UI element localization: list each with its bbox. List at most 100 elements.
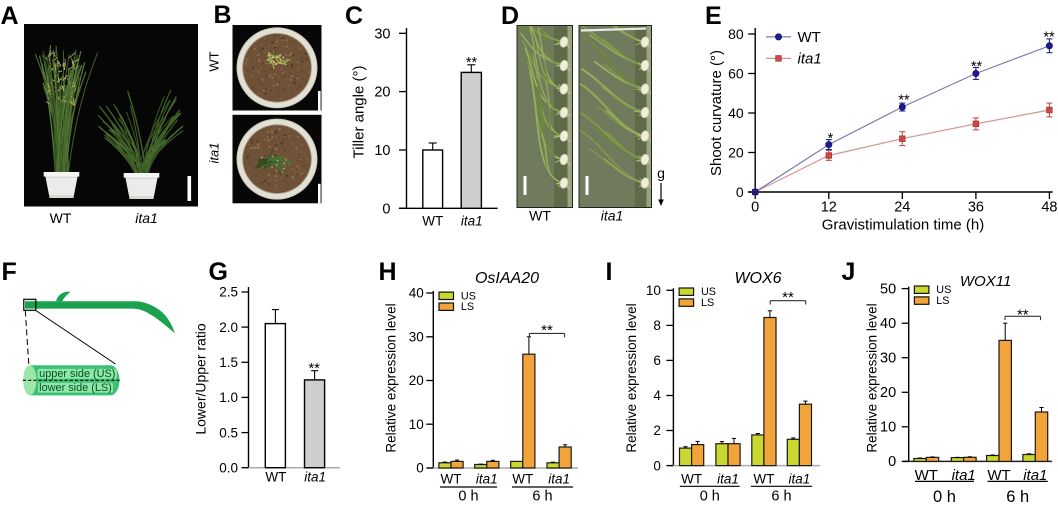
svg-text:0: 0 (736, 184, 744, 200)
svg-text:E: E (705, 2, 722, 30)
svg-text:WT: WT (753, 472, 774, 487)
svg-text:WT: WT (422, 214, 443, 229)
svg-text:WT: WT (529, 208, 551, 224)
svg-text:WT: WT (681, 472, 702, 487)
svg-text:LS: LS (701, 297, 714, 309)
svg-text:OsIAA20: OsIAA20 (475, 270, 539, 287)
svg-text:0 h: 0 h (933, 488, 956, 506)
svg-text:20: 20 (880, 385, 896, 401)
svg-text:ita1: ita1 (717, 472, 739, 487)
svg-text:Relative expression level: Relative expression level (624, 303, 639, 452)
svg-text:10: 10 (646, 283, 661, 298)
svg-text:40: 40 (880, 316, 896, 332)
svg-text:20: 20 (728, 145, 744, 161)
svg-text:**: ** (971, 59, 983, 75)
svg-text:1.5: 1.5 (219, 355, 238, 370)
svg-text:10: 10 (409, 417, 424, 432)
svg-text:0: 0 (416, 461, 424, 476)
svg-text:*: * (828, 131, 834, 147)
svg-text:2: 2 (653, 423, 661, 438)
svg-text:6 h: 6 h (771, 488, 791, 504)
svg-text:LS: LS (461, 301, 474, 313)
svg-text:ita1: ita1 (135, 210, 158, 226)
svg-text:ita1: ita1 (207, 143, 222, 164)
svg-text:ita1: ita1 (304, 470, 326, 485)
svg-text:WT: WT (441, 472, 462, 487)
svg-text:0: 0 (382, 201, 390, 217)
svg-text:C: C (345, 2, 363, 30)
svg-text:ita1: ita1 (789, 472, 811, 487)
svg-text:WT: WT (50, 210, 72, 226)
svg-text:Lower/Upper ratio: Lower/Upper ratio (193, 323, 209, 434)
svg-text:D: D (501, 2, 519, 30)
svg-text:4: 4 (653, 388, 661, 403)
svg-text:30: 30 (374, 26, 390, 42)
svg-text:12: 12 (821, 200, 837, 216)
svg-text:6 h: 6 h (532, 489, 552, 505)
svg-text:ita1: ita1 (952, 467, 976, 484)
svg-text:**: ** (466, 55, 478, 71)
svg-text:**: ** (309, 361, 321, 377)
svg-text:US: US (461, 290, 476, 302)
svg-text:6 h: 6 h (1006, 488, 1029, 506)
svg-text:US: US (701, 286, 716, 298)
svg-text:2.0: 2.0 (219, 320, 238, 335)
svg-text:30: 30 (409, 329, 424, 344)
svg-text:Relative expression level: Relative expression level (384, 303, 399, 452)
svg-text:ita1: ita1 (1023, 467, 1047, 484)
svg-text:J: J (842, 258, 856, 286)
svg-text:WT: WT (798, 29, 821, 46)
svg-text:0.0: 0.0 (219, 460, 238, 475)
svg-text:0 h: 0 h (700, 488, 720, 504)
svg-text:**: ** (1043, 30, 1055, 46)
svg-text:I: I (606, 258, 613, 286)
svg-text:WOX6: WOX6 (734, 270, 781, 287)
svg-text:B: B (214, 1, 232, 29)
svg-text:**: ** (541, 322, 553, 339)
svg-text:6: 6 (653, 353, 661, 368)
svg-text:80: 80 (728, 26, 744, 42)
svg-text:ita1: ita1 (461, 214, 483, 229)
svg-text:WT: WT (915, 467, 938, 484)
svg-text:g: g (657, 165, 665, 181)
svg-text:20: 20 (374, 85, 390, 101)
svg-text:WOX11: WOX11 (960, 273, 1011, 290)
svg-text:40: 40 (409, 286, 424, 301)
svg-text:WT: WT (512, 472, 533, 487)
svg-text:60: 60 (728, 66, 744, 82)
svg-text:Tiller angle (°): Tiller angle (°) (351, 66, 368, 159)
svg-text:ita1: ita1 (798, 50, 822, 67)
svg-text:Shoot curvature (°): Shoot curvature (°) (708, 50, 725, 176)
svg-text:F: F (2, 258, 17, 286)
svg-text:WT: WT (265, 470, 286, 485)
svg-text:US: US (936, 284, 951, 296)
svg-text:0: 0 (888, 454, 896, 470)
svg-text:30: 30 (880, 350, 896, 366)
svg-text:**: ** (782, 289, 794, 306)
svg-text:0: 0 (653, 458, 661, 473)
svg-text:ita1: ita1 (476, 472, 498, 487)
svg-text:ita1: ita1 (601, 208, 624, 224)
svg-text:1.0: 1.0 (219, 390, 238, 405)
svg-text:8: 8 (653, 318, 661, 333)
svg-text:G: G (209, 258, 228, 286)
svg-text:LS: LS (936, 295, 949, 307)
svg-text:0 h: 0 h (458, 489, 478, 505)
svg-text:10: 10 (374, 143, 390, 159)
svg-text:48: 48 (1041, 200, 1057, 216)
svg-text:36: 36 (968, 200, 984, 216)
svg-text:20: 20 (409, 373, 424, 388)
svg-text:40: 40 (728, 105, 744, 121)
svg-text:Relative expression level: Relative expression level (864, 303, 879, 452)
svg-text:upper side (US): upper side (US) (39, 368, 115, 380)
svg-text:Gravistimulation time (h): Gravistimulation time (h) (822, 217, 985, 234)
svg-text:lower side (LS): lower side (LS) (39, 382, 112, 394)
svg-text:ita1: ita1 (548, 472, 570, 487)
svg-text:A: A (1, 2, 19, 30)
svg-text:50: 50 (880, 281, 896, 297)
svg-text:WT: WT (207, 51, 222, 71)
svg-text:H: H (379, 258, 397, 286)
svg-text:**: ** (898, 93, 910, 109)
svg-text:24: 24 (894, 200, 910, 216)
svg-text:WT: WT (987, 467, 1010, 484)
